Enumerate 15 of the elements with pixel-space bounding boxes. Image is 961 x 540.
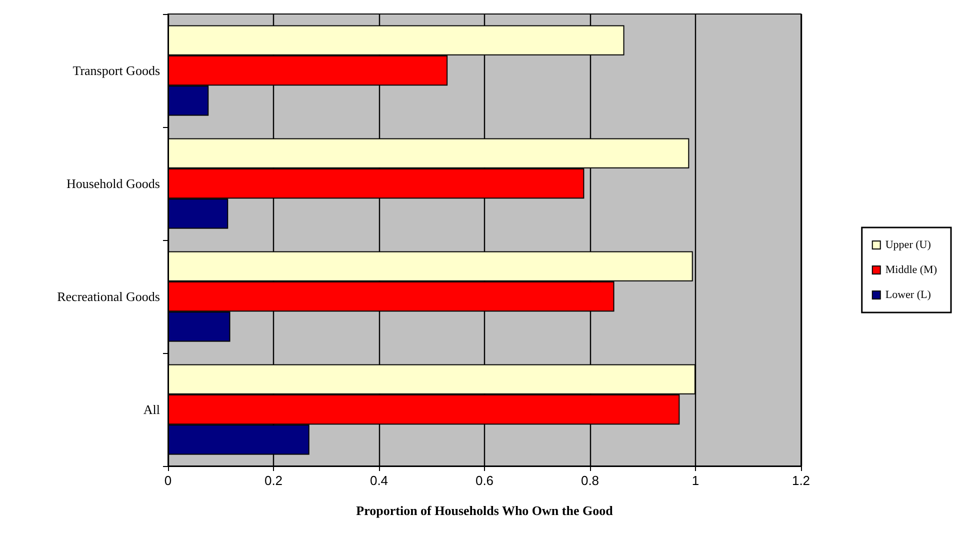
x-tick-label: 1.2 <box>792 473 810 488</box>
y-tick-label: Recreational Goods <box>57 289 160 304</box>
legend-label: Upper (U) <box>885 239 932 251</box>
legend-label: Lower (L) <box>885 289 932 301</box>
x-tick-label: 0.6 <box>475 473 494 488</box>
x-tick-label: 1 <box>692 473 700 488</box>
x-tick-label: 0.4 <box>370 473 388 488</box>
x-tick-label: 0.8 <box>580 473 600 488</box>
y-tick-label: Transport Goods <box>72 63 160 78</box>
y-tick-label: Household Goods <box>66 176 160 191</box>
legend-label: Middle (M) <box>885 264 938 276</box>
x-tick-label: 0.2 <box>264 473 283 488</box>
y-tick-label: All <box>143 402 160 417</box>
x-axis-title: Proportion of Households Who Own the Good <box>356 503 614 518</box>
x-tick-label: 0 <box>164 473 172 488</box>
